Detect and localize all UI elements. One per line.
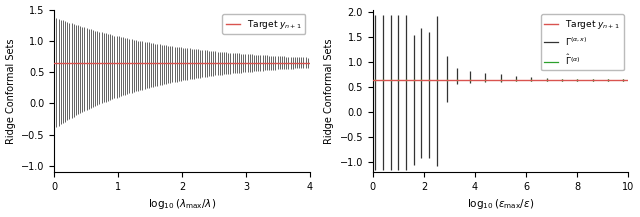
Legend: Target $y_{n+1}$, $\Gamma^{(\alpha,x)}$, $\hat{\Gamma}^{(\alpha)}$: Target $y_{n+1}$, $\Gamma^{(\alpha,x)}$,… — [541, 14, 624, 70]
X-axis label: $\log_{10}(\epsilon_{\mathrm{max}}/\epsilon)$: $\log_{10}(\epsilon_{\mathrm{max}}/\epsi… — [467, 197, 534, 211]
Y-axis label: Ridge Conformal Sets: Ridge Conformal Sets — [324, 38, 334, 144]
Legend: Target $y_{n+1}$: Target $y_{n+1}$ — [222, 14, 305, 34]
Y-axis label: Ridge Conformal Sets: Ridge Conformal Sets — [6, 38, 15, 144]
X-axis label: $\log_{10}(\lambda_{\mathrm{max}}/\lambda)$: $\log_{10}(\lambda_{\mathrm{max}}/\lambd… — [148, 197, 216, 211]
